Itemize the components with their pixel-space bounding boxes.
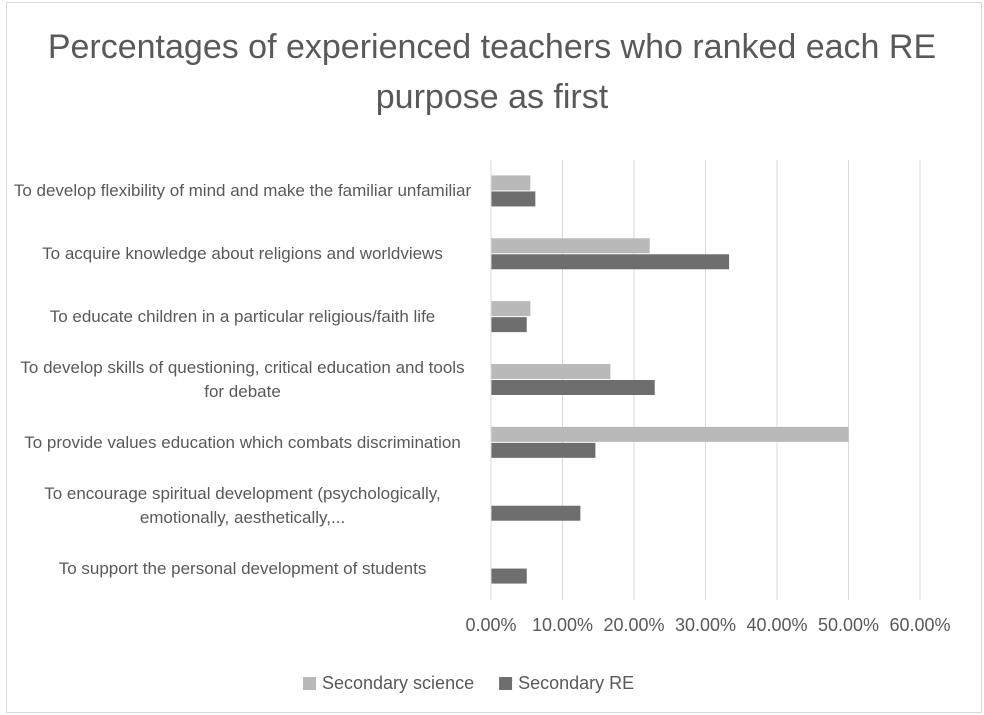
bar <box>491 191 536 207</box>
x-tick-label: 0.00% <box>465 615 516 635</box>
legend-swatch <box>499 677 513 690</box>
category-label: To support the personal development of s… <box>58 558 427 578</box>
chart-title: Percentages of experienced teachers who … <box>47 28 937 116</box>
x-tick-label: 50.00% <box>818 615 879 635</box>
bar <box>491 175 531 191</box>
bar <box>491 364 611 379</box>
legend-label: Secondary RE <box>518 673 634 693</box>
x-tick-label: 60.00% <box>889 615 950 635</box>
legend-swatch <box>303 677 316 690</box>
x-tick-label: 30.00% <box>675 615 736 635</box>
bar <box>491 568 527 584</box>
x-tick-label: 20.00% <box>603 615 664 635</box>
bar <box>491 317 527 333</box>
bar <box>491 426 849 442</box>
category-label: To develop skills of questioning, critic… <box>20 358 465 401</box>
x-tick-label: 10.00% <box>532 615 593 635</box>
category-label: To encourage spiritual development (psyc… <box>44 483 441 527</box>
bar <box>491 254 730 270</box>
category-label: To educate children in a particular reli… <box>49 307 436 327</box>
category-label: To develop flexibility of mind and make … <box>13 181 472 201</box>
chart-border <box>6 2 982 713</box>
category-label: To acquire knowledge about religions and… <box>42 244 443 264</box>
bar <box>491 505 581 521</box>
bar <box>491 380 655 395</box>
bar <box>491 238 650 254</box>
x-tick-label: 40.00% <box>746 615 807 635</box>
bar <box>491 301 531 317</box>
bar <box>491 442 596 458</box>
legend-label: Secondary science <box>322 673 474 693</box>
category-label: To provide values education which combat… <box>24 432 461 452</box>
